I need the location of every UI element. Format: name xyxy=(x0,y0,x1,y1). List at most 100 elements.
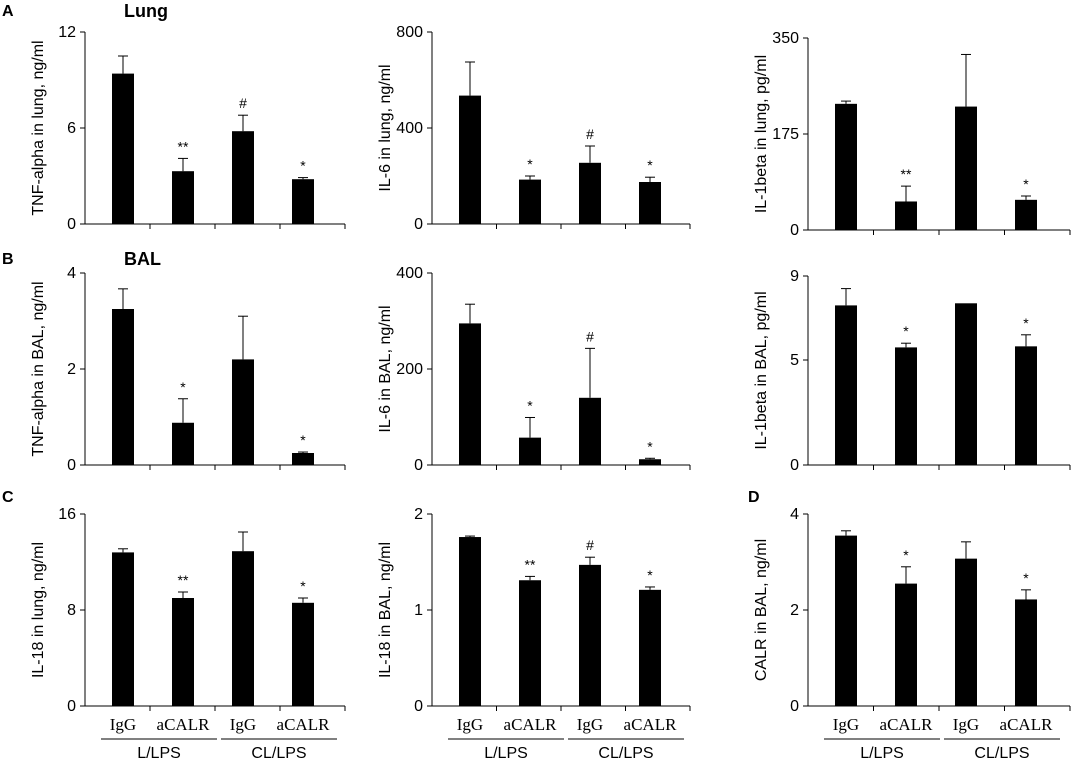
y-tick-label: 8 xyxy=(67,602,76,619)
significance-marker: * xyxy=(647,157,653,173)
significance-marker: * xyxy=(647,438,653,454)
category-label: IgG xyxy=(230,715,256,734)
row-title-bal: BAL xyxy=(124,249,161,269)
bar-0 xyxy=(459,95,481,224)
y-tick-label: 400 xyxy=(396,120,423,137)
bar-1 xyxy=(519,437,541,465)
category-label: aCALR xyxy=(504,715,558,734)
y-axis-label: IL-6 in lung, ng/ml xyxy=(377,64,394,191)
panel-letter-d: D xyxy=(748,489,760,506)
y-tick-label: 16 xyxy=(58,506,76,523)
bar-2 xyxy=(579,397,601,465)
category-label: IgG xyxy=(110,715,136,734)
y-tick-label: 2 xyxy=(790,602,799,619)
bar-0 xyxy=(112,552,134,706)
significance-marker: * xyxy=(180,379,186,395)
bar-0 xyxy=(835,103,857,230)
significance-marker: * xyxy=(300,578,306,594)
chart-il6-bal: 0 200 400 IL-6 in BAL, ng/ml * # * xyxy=(377,265,691,474)
y-tick-label: 0 xyxy=(790,222,799,239)
bar-0 xyxy=(112,73,134,224)
group-label: L/LPS xyxy=(484,745,528,762)
group-label: CL/LPS xyxy=(251,745,306,762)
panel-letter-b: B xyxy=(2,251,14,268)
bar-1 xyxy=(172,598,194,706)
bar-2 xyxy=(955,106,977,230)
bar-0 xyxy=(459,323,481,465)
y-tick-label: 2 xyxy=(67,361,76,378)
chart-il6-lung: 0 400 800 IL-6 in lung, ng/ml * # * xyxy=(377,24,691,233)
significance-marker: * xyxy=(300,432,306,448)
bar-2 xyxy=(232,131,254,224)
bar-2 xyxy=(232,551,254,706)
category-label: aCALR xyxy=(277,715,331,734)
y-axis-label: IL-1beta in lung, pg/ml xyxy=(753,55,770,213)
significance-marker: ** xyxy=(178,572,189,588)
bar-0 xyxy=(835,535,857,706)
significance-marker: * xyxy=(903,323,909,339)
bar-3 xyxy=(292,602,314,706)
panel-letter-a: A xyxy=(2,3,14,20)
bar-2 xyxy=(579,162,601,224)
category-label: aCALR xyxy=(157,715,211,734)
significance-marker: * xyxy=(903,547,909,563)
significance-marker: * xyxy=(527,156,533,172)
y-axis-label: TNF-alpha in BAL, ng/ml xyxy=(30,281,47,456)
chart-il18-bal: 0 1 2 IL-18 in BAL, ng/ml ** # * IgG aCALR IgG aCA… xyxy=(377,506,691,762)
significance-marker: # xyxy=(239,95,247,111)
bar-1 xyxy=(895,347,917,465)
bar-3 xyxy=(1015,199,1037,230)
group-label: L/LPS xyxy=(860,745,904,762)
bar-0 xyxy=(459,537,481,706)
category-label: IgG xyxy=(457,715,483,734)
bar-1 xyxy=(519,580,541,706)
chart-calr-bal: 0 2 4 CALR in BAL, ng/ml * * IgG aCALR IgG aCALR L… xyxy=(753,506,1071,762)
y-tick-label: 2 xyxy=(414,506,423,523)
y-axis-label: IL-18 in lung, ng/ml xyxy=(30,542,47,678)
y-tick-label: 0 xyxy=(67,216,76,233)
y-tick-label: 350 xyxy=(772,30,799,47)
y-tick-label: 175 xyxy=(772,126,799,143)
bar-3 xyxy=(639,459,661,465)
group-label: CL/LPS xyxy=(974,745,1029,762)
category-label: IgG xyxy=(953,715,979,734)
bar-3 xyxy=(1015,599,1037,706)
bar-0 xyxy=(112,309,134,465)
y-tick-label: 4 xyxy=(790,506,799,523)
y-tick-label: 0 xyxy=(67,698,76,715)
y-tick-label: 0 xyxy=(790,457,799,474)
category-label: aCALR xyxy=(1000,715,1054,734)
bar-3 xyxy=(639,182,661,224)
significance-marker: * xyxy=(647,567,653,583)
y-tick-label: 1 xyxy=(414,602,423,619)
y-tick-label: 6 xyxy=(67,120,76,137)
y-axis-label: TNF-alpha in lung, ng/ml xyxy=(30,40,47,215)
bar-2 xyxy=(579,564,601,706)
y-tick-label: 12 xyxy=(58,24,76,41)
significance-marker: ** xyxy=(525,556,536,572)
category-label: aCALR xyxy=(880,715,934,734)
y-tick-label: 400 xyxy=(396,265,423,282)
significance-marker: ** xyxy=(178,138,189,154)
significance-marker: ** xyxy=(901,166,912,182)
chart-il1b-bal: 0 5 9 IL-1beta in BAL, pg/ml * * xyxy=(753,268,1071,474)
y-tick-label: 5 xyxy=(790,352,799,369)
y-axis-label: CALR in BAL, ng/ml xyxy=(753,539,770,681)
y-tick-label: 0 xyxy=(790,698,799,715)
significance-marker: # xyxy=(586,328,594,344)
bar-0 xyxy=(835,305,857,465)
y-tick-label: 0 xyxy=(414,216,423,233)
significance-marker: * xyxy=(1023,315,1029,331)
significance-marker: # xyxy=(586,537,594,553)
bar-1 xyxy=(895,583,917,706)
chart-tnf-lung: 0 6 12 TNF-alpha in lung, ng/ml ** # * xyxy=(30,24,346,233)
group-label: L/LPS xyxy=(137,745,181,762)
significance-marker: # xyxy=(586,126,594,142)
category-label: aCALR xyxy=(624,715,678,734)
y-axis-label: IL-1beta in BAL, pg/ml xyxy=(753,291,770,449)
bar-1 xyxy=(172,171,194,224)
chart-tnf-bal: 0 2 4 TNF-alpha in BAL, ng/ml * * xyxy=(30,265,346,474)
